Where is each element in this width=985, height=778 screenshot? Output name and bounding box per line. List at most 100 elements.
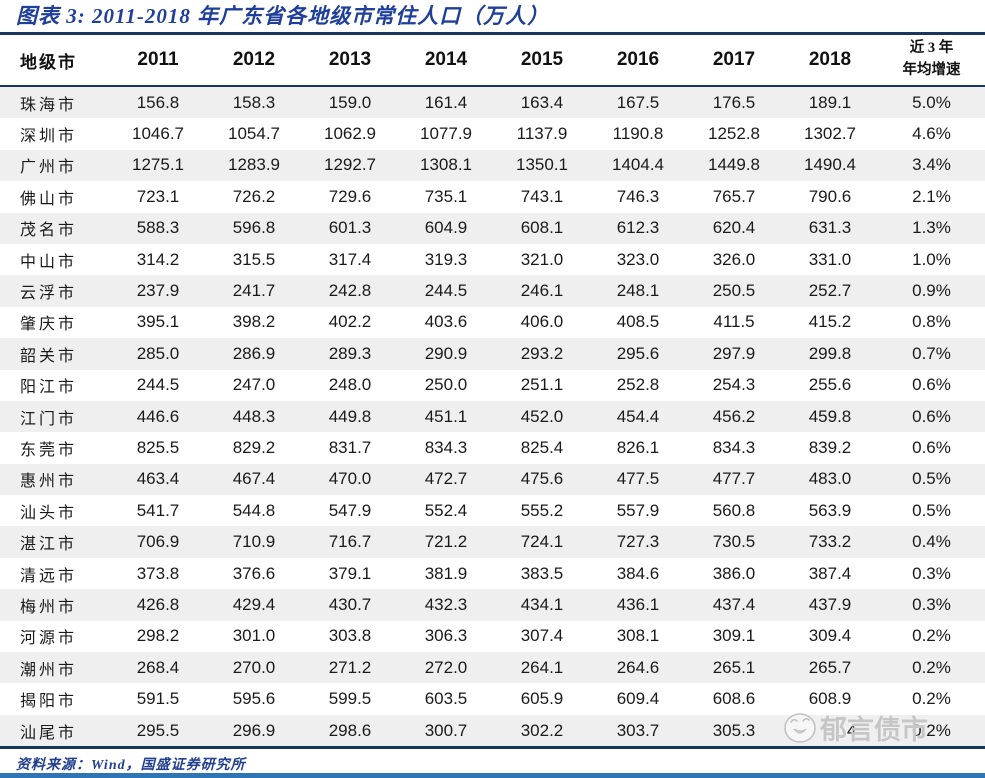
growth-value: 0.6% <box>912 375 951 395</box>
table-row: 梅州市 426.8 429.4 430.7 432.3 434.1 436.1 437.4 43… <box>0 589 985 621</box>
population-value: 563.9 <box>808 500 852 520</box>
population-value: 1275.1 <box>132 155 184 175</box>
population-value: 459.8 <box>808 406 852 426</box>
table-row: 珠海市 156.8 158.3 159.0 161.4 163.4 167.5 176.5 18… <box>0 86 985 119</box>
population-value: 608.1 <box>520 218 564 238</box>
city-name: 茂名市 <box>20 222 78 240</box>
table-row: 河源市 298.2 301.0 303.8 306.3 307.4 308.1 309.1 30… <box>0 620 985 653</box>
population-value: 604.9 <box>424 218 468 238</box>
population-value: 608.6 <box>712 689 756 709</box>
population-value: 729.6 <box>328 186 372 206</box>
source-note: 资料来源：Wind，国盛证券研究所 <box>16 758 246 774</box>
population-value: 331.0 <box>808 249 852 269</box>
city-name: 汕尾市 <box>20 724 78 742</box>
table-row: 清远市 373.8 376.6 379.1 381.9 383.5 384.6 386.0 38… <box>0 557 985 590</box>
population-value: 434.1 <box>520 594 564 614</box>
population-value: 167.5 <box>616 92 660 112</box>
population-value: 309.1 <box>712 626 756 646</box>
population-value: 591.5 <box>136 689 180 709</box>
population-value: 241.7 <box>232 281 276 301</box>
population-value: 603.5 <box>424 689 468 709</box>
population-value: 746.3 <box>616 186 660 206</box>
population-value: 158.3 <box>232 92 276 112</box>
population-value: 825.5 <box>136 437 180 457</box>
city-name: 梅州市 <box>20 598 78 616</box>
population-value: 1490.4 <box>804 155 856 175</box>
population-value: 395.1 <box>136 312 180 332</box>
table-row: 深圳市 1046.7 1054.7 1062.9 1077.9 1137.9 1190.8 1… <box>0 118 985 150</box>
population-value: 302.2 <box>520 720 564 740</box>
population-value: 446.6 <box>136 406 180 426</box>
population-value: 398.2 <box>232 312 276 332</box>
column-header-city: 地级市 <box>0 35 110 87</box>
population-value: 463.4 <box>136 469 180 489</box>
table-header: 地级市 2011 2012 2013 2014 2015 2016 2017 2… <box>0 35 985 87</box>
population-value: 429.4 <box>232 594 276 614</box>
population-value: 1077.9 <box>420 124 472 144</box>
population-value: 724.1 <box>520 532 564 552</box>
population-value: 477.5 <box>616 469 660 489</box>
population-value: 381.9 <box>424 563 468 583</box>
population-value: 308.1 <box>616 626 660 646</box>
growth-value: 0.2% <box>912 689 951 709</box>
population-value: 298.2 <box>136 626 180 646</box>
population-value: 159.0 <box>328 92 372 112</box>
population-value: 290.9 <box>424 343 468 363</box>
population-value: 296.9 <box>232 720 276 740</box>
table-row: 揭阳市 591.5 595.6 599.5 603.5 605.9 609.4 608.6 60… <box>0 683 985 715</box>
city-name: 阳江市 <box>20 379 78 397</box>
growth-header-line2: 年均增速 <box>902 62 961 78</box>
population-value: 406.0 <box>520 312 564 332</box>
population-value: 319.3 <box>424 249 468 269</box>
population-value: 189.1 <box>808 92 852 112</box>
population-value: 1190.8 <box>612 124 664 144</box>
population-value: 426.8 <box>136 594 180 614</box>
population-value: 790.6 <box>808 186 852 206</box>
population-value: 271.2 <box>328 657 372 677</box>
table-row: 茂名市 588.3 596.8 601.3 604.9 608.1 612.3 620.4 63… <box>0 212 985 244</box>
population-value: 303.7 <box>616 720 660 740</box>
city-name: 揭阳市 <box>20 693 78 711</box>
population-value: 631.3 <box>808 218 852 238</box>
table-row: 广州市 1275.1 1283.9 1292.7 1308.1 1350.1 1404.4 1… <box>0 149 985 182</box>
population-value: 386.0 <box>712 563 756 583</box>
population-value: 839.2 <box>808 437 852 457</box>
population-value: 1350.1 <box>516 155 568 175</box>
population-value: 483.0 <box>808 469 852 489</box>
bottom-accent-bar <box>0 773 985 778</box>
population-value: 596.8 <box>232 218 276 238</box>
population-value: 560.8 <box>712 500 756 520</box>
growth-value: 0.5% <box>912 469 951 489</box>
population-value: 437.9 <box>808 594 852 614</box>
population-value: 552.4 <box>424 500 468 520</box>
city-name: 深圳市 <box>20 128 78 146</box>
growth-value: 0.2% <box>912 657 951 677</box>
growth-value: 0.7% <box>912 343 951 363</box>
population-value: 326.0 <box>712 249 756 269</box>
table-row: 湛江市 706.9 710.9 716.7 721.2 724.1 727.3 730.5 73… <box>0 526 985 558</box>
population-value: 264.6 <box>616 657 660 677</box>
population-value: 247.0 <box>232 375 276 395</box>
population-value: 470.0 <box>328 469 372 489</box>
population-table: 地级市 2011 2012 2013 2014 2015 2016 2017 2… <box>0 35 985 747</box>
population-value: 293.2 <box>520 343 564 363</box>
population-value: 402.2 <box>328 312 372 332</box>
population-value: 270.0 <box>232 657 276 677</box>
population-value: 250.0 <box>424 375 468 395</box>
population-value: 1283.9 <box>228 155 280 175</box>
population-value: 595.6 <box>232 689 276 709</box>
population-value: 298.6 <box>328 720 372 740</box>
population-value: 252.8 <box>616 375 660 395</box>
population-value: 620.4 <box>712 218 756 238</box>
population-value: 826.1 <box>616 437 660 457</box>
city-name: 肇庆市 <box>20 316 78 334</box>
population-value: 403.6 <box>424 312 468 332</box>
population-value: 383.5 <box>520 563 564 583</box>
population-value: 475.6 <box>520 469 564 489</box>
table-row: 中山市 314.2 315.5 317.4 319.3 321.0 323.0 326.0 33… <box>0 243 985 276</box>
column-header-growth: 近 3 年 年均增速 <box>878 35 985 87</box>
growth-value: 2.1% <box>912 186 951 206</box>
population-value: 1292.7 <box>324 155 376 175</box>
population-value: 452.0 <box>520 406 564 426</box>
